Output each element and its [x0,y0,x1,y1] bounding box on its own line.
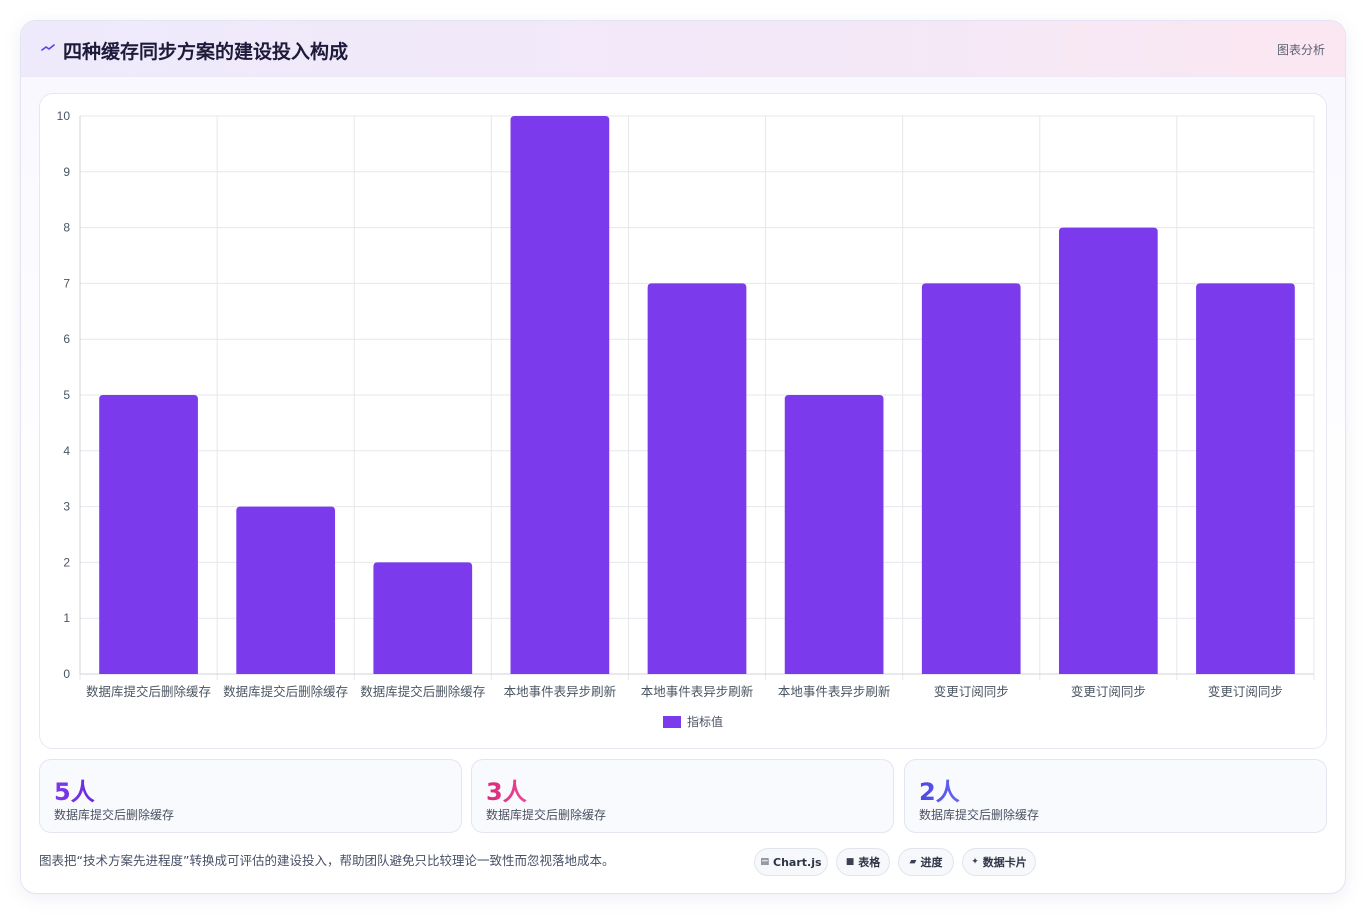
bar [99,395,198,674]
stat-cards: 5人 数据库提交后删除缓存 3人 数据库提交后删除缓存 2人 数据库提交后删除缓… [39,759,1327,833]
chart-footnote: 图表把“技术方案先进程度”转换成可评估的建设投入，帮助团队避免只比较理论一致性而… [39,853,615,868]
pill-label: 进度 [920,856,943,869]
x-tick-label: 本地事件表异步刷新 [641,684,754,699]
stat-label: 数据库提交后删除缓存 [54,808,175,822]
y-tick-label: 8 [63,221,70,235]
stat-label: 数据库提交后删除缓存 [919,808,1040,822]
y-tick-label: 6 [63,332,70,346]
chart-icon: ▤ [760,857,769,867]
y-tick-label: 7 [63,276,70,290]
chart-panel: 0 1 2 3 4 5 6 7 8 9 10 数据库提交后删除缓存 数据库提交后删除缓存 数据库提交后删除… [39,93,1327,749]
y-tick-label: 0 [63,667,70,681]
stat-card: 2人 数据库提交后删除缓存 [904,759,1327,833]
x-tick-label: 本地事件表异步刷新 [504,684,617,699]
bar [236,506,336,674]
progress-pill[interactable]: ▰ 进度 [898,848,954,876]
table-pill[interactable]: ■ 表格 [836,848,890,876]
pill-label: Chart.js [773,855,822,869]
bar [647,283,747,674]
chart-analysis-tag: 图表分析 [1276,43,1325,57]
progress-icon: ▰ [909,857,917,867]
card-header: 四种缓存同步方案的建设投入构成 图表分析 [21,21,1345,77]
table-icon: ■ [845,857,855,867]
legend-label: 指标值 [687,714,723,729]
stat-value: 5人 [54,772,95,807]
x-tick-label: 变更订阅同步 [1208,684,1283,699]
bar [373,562,473,674]
stat-label: 数据库提交后删除缓存 [486,808,607,822]
stat-card: 3人 数据库提交后删除缓存 [471,759,894,833]
y-tick-label: 10 [57,109,71,123]
y-tick-label: 3 [63,500,70,514]
bar [784,395,884,674]
sparkle-icon: ✦ [971,857,979,867]
bar [1196,283,1295,674]
y-tick-label: 9 [63,165,70,179]
y-tick-label: 5 [63,388,70,402]
page-title: 四种缓存同步方案的建设投入构成 [63,41,349,63]
chartjs-pill[interactable]: ▤ Chart.js [754,848,828,876]
stat-value: 2人 [919,772,960,807]
x-tick-label: 变更订阅同步 [1071,684,1146,699]
pill-label: 表格 [858,856,881,869]
y-tick-label: 4 [63,444,70,458]
stat-card: 5人 数据库提交后删除缓存 [39,759,462,833]
x-tick-label: 数据库提交后删除缓存 [223,684,348,699]
y-tick-label: 2 [63,555,70,569]
stat-value: 3人 [486,772,527,807]
x-tick-label: 数据库提交后删除缓存 [86,684,211,699]
trend-line-icon [41,44,55,51]
bar [921,283,1021,674]
bar [510,116,610,674]
x-tick-label: 数据库提交后删除缓存 [360,684,485,699]
x-tick-label: 变更订阅同步 [934,684,1009,699]
x-tick-label: 本地事件表异步刷新 [778,684,891,699]
pill-label: 数据卡片 [982,856,1027,869]
legend-swatch [663,716,681,728]
chart-card: 四种缓存同步方案的建设投入构成 图表分析 0 1 2 3 4 5 6 7 8 9 10 数据库提交后删… [20,20,1346,894]
bar [1058,227,1158,674]
data-card-pill[interactable]: ✦ 数据卡片 [962,848,1036,876]
y-tick-label: 1 [63,611,70,625]
